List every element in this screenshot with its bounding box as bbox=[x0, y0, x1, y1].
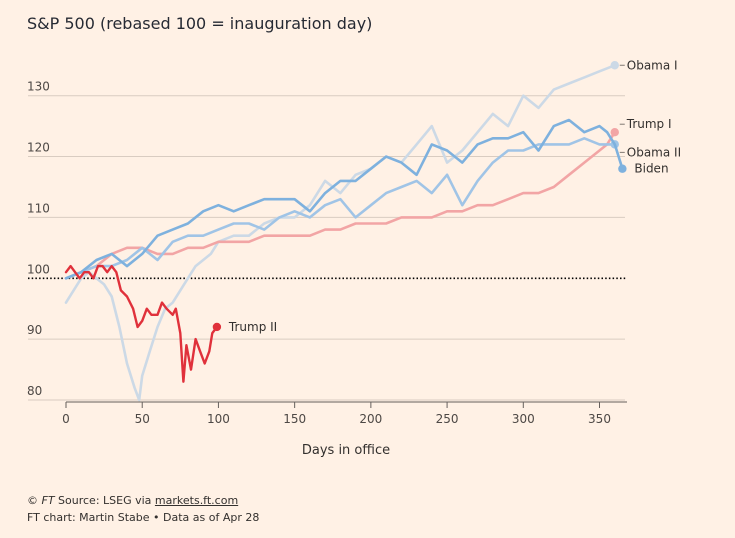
endpoint-obama-i bbox=[610, 61, 619, 70]
y-tick-130: 130 bbox=[27, 80, 50, 94]
gridlines bbox=[28, 95, 625, 401]
series-line-biden bbox=[64, 118, 624, 280]
endpoint-trump-ii bbox=[212, 322, 222, 332]
source-link[interactable]: markets.ft.com bbox=[154, 494, 239, 507]
x-tick-150: 150 bbox=[283, 412, 306, 426]
series-label-trump-i: Trump I bbox=[626, 117, 672, 131]
endpoint-trump-i bbox=[610, 128, 619, 137]
x-tick-50: 50 bbox=[135, 412, 150, 426]
series-label-trump-ii: Trump II bbox=[228, 320, 277, 334]
copyright-symbol: © bbox=[27, 494, 38, 507]
y-tick-110: 110 bbox=[27, 201, 50, 215]
y-tick-90: 90 bbox=[27, 323, 42, 337]
series-label-obama-ii: Obama II bbox=[627, 145, 681, 159]
y-tick-100: 100 bbox=[27, 262, 50, 276]
x-tick-100: 100 bbox=[207, 412, 230, 426]
credit-line: FT chart: Martin Stabe • Data as of Apr … bbox=[27, 511, 260, 524]
footer: © FT Source: LSEG via markets.ft.com FT … bbox=[27, 492, 259, 526]
series-lines bbox=[64, 61, 627, 402]
y-tick-120: 120 bbox=[27, 141, 50, 155]
endpoint-biden bbox=[618, 164, 627, 173]
x-tick-350: 350 bbox=[588, 412, 611, 426]
series-line-trump-ii bbox=[64, 264, 219, 383]
y-axis: 80 90 100 110 120 130 bbox=[27, 80, 50, 398]
ft-brand: FT bbox=[41, 494, 55, 507]
series-line-obama-ii bbox=[64, 137, 617, 280]
source-text: Source: LSEG via bbox=[58, 494, 152, 507]
x-axis-label: Days in office bbox=[302, 443, 390, 458]
source-line: © FT Source: LSEG via markets.ft.com bbox=[27, 492, 259, 509]
series-label-obama-i: Obama I bbox=[627, 58, 678, 72]
chart-title: S&P 500 (rebased 100 = inauguration day) bbox=[27, 14, 373, 33]
x-axis: 0 50 100 150 200 250 300 350 bbox=[62, 401, 627, 426]
x-tick-200: 200 bbox=[359, 412, 382, 426]
series-label-biden: Biden bbox=[634, 162, 668, 176]
x-tick-250: 250 bbox=[436, 412, 459, 426]
x-tick-0: 0 bbox=[62, 412, 70, 426]
series-line-trump-i bbox=[64, 130, 617, 280]
y-tick-80: 80 bbox=[27, 384, 42, 398]
x-tick-300: 300 bbox=[512, 412, 535, 426]
series-line-obama-i bbox=[64, 64, 617, 402]
series-labels: Obama I Trump I Obama II Biden Trump II bbox=[228, 58, 681, 334]
